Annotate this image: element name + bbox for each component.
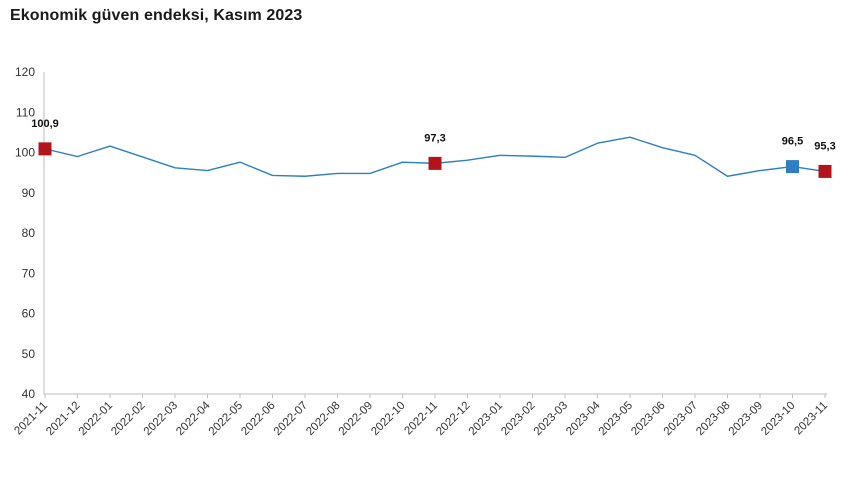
y-tick-label: 100 xyxy=(15,146,35,160)
data-label: 96,5 xyxy=(782,136,803,148)
x-tick-label: 2022-11 xyxy=(402,400,440,438)
highlight-marker xyxy=(38,142,52,156)
x-tick-label: 2023-05 xyxy=(597,400,635,438)
x-tick-label: 2022-12 xyxy=(434,400,472,438)
highlight-marker xyxy=(786,160,799,174)
x-tick-label: 2023-11 xyxy=(792,400,830,438)
x-tick-label: 2022-09 xyxy=(337,400,375,438)
x-tick-label: 2022-02 xyxy=(109,400,147,438)
x-tick-label: 2022-03 xyxy=(142,400,180,438)
y-tick-label: 110 xyxy=(16,105,35,119)
data-label: 97,3 xyxy=(424,132,445,144)
highlight-markers: 100,9 97,3 96,5 95,3 xyxy=(31,118,836,178)
data-label: 95,3 xyxy=(814,140,835,152)
x-tick-label: 2023-07 xyxy=(662,400,700,438)
y-axis: 40 50 60 70 80 90 100 110 120 xyxy=(15,65,45,401)
x-tick-label: 2023-03 xyxy=(532,400,570,438)
x-tick-label: 2022-05 xyxy=(207,400,245,438)
x-tick-label: 2023-04 xyxy=(564,399,603,438)
y-tick-label: 60 xyxy=(22,307,36,321)
x-tick-label: 2022-10 xyxy=(369,400,407,438)
y-tick-label: 50 xyxy=(22,347,36,361)
chart-title: Ekonomik güven endeksi, Kasım 2023 xyxy=(10,7,303,24)
x-tick-label: 2021-12 xyxy=(44,400,82,438)
x-tick-label: 2022-06 xyxy=(239,400,277,438)
x-tick-label: 2023-09 xyxy=(727,400,765,438)
y-tick-label: 120 xyxy=(15,65,35,79)
x-tick-label: 2023-02 xyxy=(499,400,537,438)
x-tick-label: 2022-08 xyxy=(304,400,342,438)
y-tick-label: 80 xyxy=(22,226,36,240)
y-tick-label: 70 xyxy=(22,266,36,280)
x-tick-label: 2022-01 xyxy=(77,400,115,438)
x-tick-label: 2022-04 xyxy=(174,399,213,438)
x-axis: 2021-112021-122022-012022-022022-032022-… xyxy=(12,393,830,438)
x-tick-label: 2021-11 xyxy=(12,400,50,438)
x-tick-label: 2023-01 xyxy=(467,400,505,438)
x-tick-label: 2023-06 xyxy=(629,400,667,438)
x-tick-label: 2023-10 xyxy=(759,400,797,438)
x-tick-label: 2023-08 xyxy=(694,400,732,438)
highlight-marker xyxy=(818,164,832,178)
y-tick-label: 40 xyxy=(22,387,36,401)
highlight-marker xyxy=(428,156,442,170)
x-tick-label: 2022-07 xyxy=(272,400,310,438)
data-label: 100,9 xyxy=(31,118,59,130)
y-tick-label: 90 xyxy=(22,186,36,200)
